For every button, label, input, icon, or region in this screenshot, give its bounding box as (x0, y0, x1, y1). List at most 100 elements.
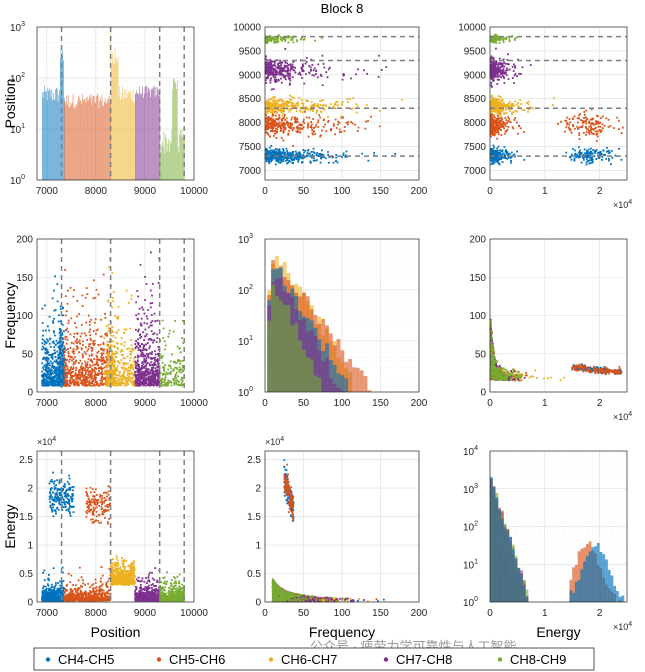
data-point (512, 154, 515, 157)
data-point (41, 322, 44, 324)
data-point (294, 105, 297, 108)
data-point (117, 305, 120, 308)
data-point (501, 109, 504, 111)
data-point (84, 367, 87, 370)
data-point (279, 72, 282, 75)
data-point (42, 366, 44, 369)
data-point (284, 48, 287, 50)
data-point (108, 376, 110, 378)
data-point (296, 121, 299, 123)
data-point (113, 372, 116, 374)
data-point (264, 153, 267, 155)
data-point (268, 39, 271, 42)
data-point (495, 47, 497, 50)
data-point (492, 57, 495, 59)
data-point (52, 367, 55, 369)
data-point (100, 378, 103, 381)
data-point (285, 104, 287, 107)
data-point (271, 149, 273, 152)
data-point (266, 150, 268, 153)
data-point (66, 289, 69, 292)
data-point (57, 379, 60, 381)
histogram-bar (93, 95, 94, 180)
data-point (66, 302, 69, 305)
data-point (508, 68, 511, 71)
data-point (108, 345, 111, 348)
data-point (498, 152, 501, 155)
data-point (270, 160, 273, 163)
data-point (65, 349, 68, 351)
data-point (112, 361, 115, 363)
data-point (564, 119, 567, 122)
data-point (328, 66, 331, 69)
data-point (330, 129, 332, 132)
data-point (80, 348, 83, 351)
histogram-bar (115, 59, 117, 180)
data-point (599, 131, 602, 133)
data-point (583, 156, 586, 159)
data-point (101, 360, 104, 362)
data-point (60, 308, 62, 310)
data-point (506, 69, 509, 72)
histogram-bar (101, 94, 103, 180)
data-point (299, 153, 302, 156)
data-point (310, 151, 313, 153)
data-point (496, 38, 499, 41)
data-point (583, 152, 586, 155)
data-point (612, 127, 615, 129)
data-point (107, 369, 110, 372)
data-point (132, 349, 135, 351)
data-point (597, 152, 599, 154)
data-point (492, 61, 494, 63)
data-point (490, 70, 493, 73)
data-point (54, 379, 56, 382)
data-point (273, 125, 276, 127)
data-point (503, 61, 505, 64)
data-point (502, 41, 505, 43)
data-point (327, 151, 329, 153)
data-point (347, 123, 349, 126)
data-point (58, 382, 61, 385)
data-point (105, 361, 108, 364)
data-point (67, 330, 69, 333)
data-point (120, 366, 123, 369)
data-point (505, 72, 507, 74)
data-point (491, 103, 494, 105)
data-point (272, 36, 274, 39)
data-point (274, 114, 277, 117)
data-point (64, 383, 67, 386)
data-point (491, 74, 494, 77)
data-point (81, 305, 84, 307)
data-point (63, 347, 66, 349)
data-point (92, 369, 95, 371)
data-point (618, 147, 620, 150)
data-point (516, 110, 518, 113)
data-point (304, 110, 306, 113)
data-point (599, 126, 602, 128)
data-point (265, 41, 267, 44)
data-point (63, 361, 65, 364)
data-point (67, 370, 70, 373)
data-point (281, 39, 284, 42)
data-point (294, 66, 296, 69)
data-point (125, 328, 128, 331)
data-point (273, 79, 276, 82)
data-point (114, 336, 117, 339)
data-point (301, 102, 303, 105)
data-point (296, 40, 298, 43)
data-point (112, 335, 115, 337)
data-point (578, 138, 581, 140)
data-point (494, 34, 497, 37)
data-point (141, 306, 143, 309)
data-point (108, 363, 110, 366)
data-point (125, 367, 128, 370)
data-point (596, 132, 599, 135)
data-point (494, 155, 496, 158)
data-point (280, 99, 283, 101)
data-point (292, 61, 295, 63)
data-point (51, 341, 54, 344)
data-point (108, 381, 110, 384)
data-point (296, 117, 298, 120)
data-point (276, 153, 278, 156)
data-point (609, 124, 612, 127)
